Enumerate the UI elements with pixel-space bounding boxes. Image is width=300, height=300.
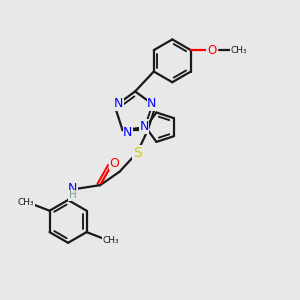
Text: N: N — [68, 182, 77, 195]
Text: CH₃: CH₃ — [17, 198, 34, 207]
Text: CH₃: CH₃ — [102, 236, 119, 245]
Text: O: O — [207, 44, 216, 57]
Text: N: N — [114, 98, 123, 110]
Text: N: N — [123, 126, 133, 139]
Text: O: O — [109, 157, 119, 170]
Text: H: H — [69, 190, 77, 200]
Text: N: N — [147, 98, 157, 110]
Text: S: S — [133, 146, 142, 160]
Text: CH₃: CH₃ — [230, 46, 247, 55]
Text: N: N — [139, 120, 148, 133]
